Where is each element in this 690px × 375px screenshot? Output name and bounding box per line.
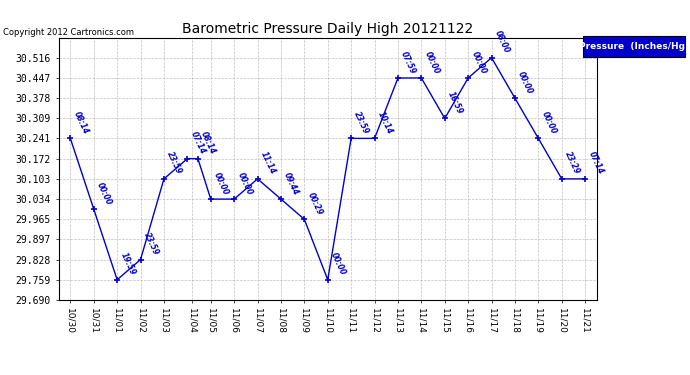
Text: 00:00: 00:00	[516, 70, 535, 95]
Text: 00:00: 00:00	[95, 181, 113, 206]
Text: 07:14: 07:14	[189, 130, 207, 156]
Text: 08:14: 08:14	[72, 110, 90, 136]
Text: 00:00: 00:00	[235, 171, 254, 196]
Text: 19:59: 19:59	[119, 251, 137, 277]
Text: 00:29: 00:29	[306, 191, 324, 217]
Text: 10:14: 10:14	[376, 110, 394, 136]
Text: 23:59: 23:59	[353, 110, 371, 136]
Text: 07:59: 07:59	[400, 50, 417, 75]
Text: 11:14: 11:14	[259, 150, 277, 176]
Text: 09:44: 09:44	[282, 171, 301, 196]
Text: 08:14: 08:14	[199, 130, 217, 156]
Text: Copyright 2012 Cartronics.com: Copyright 2012 Cartronics.com	[3, 28, 135, 37]
Text: 23:59: 23:59	[142, 231, 160, 257]
Text: 00:00: 00:00	[423, 50, 441, 75]
Text: 00:00: 00:00	[469, 50, 488, 75]
Text: 07:14: 07:14	[586, 150, 605, 176]
Title: Barometric Pressure Daily High 20121122: Barometric Pressure Daily High 20121122	[182, 22, 473, 36]
Text: 00:00: 00:00	[212, 171, 230, 196]
Text: 00:00: 00:00	[540, 110, 558, 136]
Text: 00:00: 00:00	[329, 251, 348, 277]
Text: 23:29: 23:29	[563, 150, 582, 176]
Text: 08:00: 08:00	[493, 29, 511, 55]
Text: 23:59: 23:59	[166, 150, 184, 176]
Text: 16:59: 16:59	[446, 90, 464, 116]
Text: Pressure  (Inches/Hg): Pressure (Inches/Hg)	[579, 42, 689, 51]
